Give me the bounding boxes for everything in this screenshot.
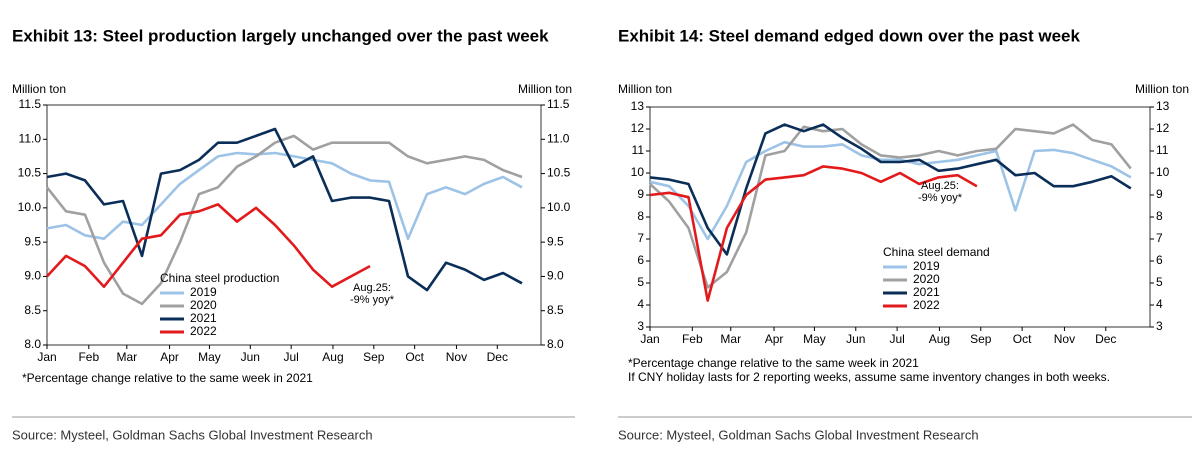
x-tick-label: Jun <box>846 332 865 346</box>
y2-tick-label: 9 <box>1156 187 1163 201</box>
plot-frame <box>46 104 542 346</box>
legend-label: 2021 <box>913 285 940 299</box>
x-tick-label: Jan <box>640 332 659 346</box>
y2-tick-label: 6 <box>1156 253 1163 267</box>
footnote: If CNY holiday lasts for 2 reporting wee… <box>628 370 1110 384</box>
legend-title: China steel demand <box>883 245 990 259</box>
source: Source: Mysteel, Goldman Sachs Global In… <box>12 427 373 442</box>
y2-tick-label: 11.5 <box>547 97 570 111</box>
x-tick-label: Oct <box>405 350 424 364</box>
x-tick-label: Feb <box>78 350 99 364</box>
chart-panel: Exhibit 14: Steel demand edged down over… <box>618 26 1192 442</box>
y-tick-label: 9 <box>637 187 644 201</box>
chart-title: Exhibit 14: Steel demand edged down over… <box>618 26 1080 45</box>
y-tick-label: 11.0 <box>19 131 42 145</box>
y-axis-label: Million ton <box>12 82 66 96</box>
x-tick-label: Jul <box>889 332 904 346</box>
y2-tick-label: 8 <box>1156 209 1163 223</box>
y2-tick-label: 9.5 <box>547 234 564 248</box>
y2-tick-label: 8.5 <box>547 303 564 317</box>
x-tick-label: Aug <box>322 350 343 364</box>
annotation: Aug.25: <box>921 180 959 192</box>
y2-tick-label: 13 <box>1156 99 1170 113</box>
annotation: -9% yoy* <box>350 294 395 306</box>
y-tick-label: 10.0 <box>18 200 42 214</box>
y2-tick-label: 11 <box>1156 143 1169 157</box>
annotation: Aug.25: <box>353 282 391 294</box>
legend-label: 2020 <box>913 272 940 286</box>
y2-axis-label: Million ton <box>518 82 572 96</box>
y2-tick-label: 9.0 <box>547 269 564 283</box>
y2-tick-label: 7 <box>1156 231 1163 245</box>
series-line <box>649 140 1132 241</box>
legend-label: 2019 <box>913 259 940 273</box>
y-tick-label: 13 <box>631 99 645 113</box>
x-tick-label: May <box>803 332 826 346</box>
x-tick-label: Aug <box>929 332 950 346</box>
series-line <box>649 123 1132 289</box>
y-tick-label: 12 <box>631 121 645 135</box>
y2-tick-label: 4 <box>1156 297 1163 311</box>
legend-label: 2021 <box>190 311 217 325</box>
series-line <box>649 123 1132 256</box>
footnote: *Percentage change relative to the same … <box>628 356 919 370</box>
x-tick-label: May <box>198 350 221 364</box>
legend-label: 2022 <box>190 324 217 338</box>
y-tick-label: 7 <box>637 231 644 245</box>
y-tick-label: 9.5 <box>24 234 41 248</box>
y2-tick-label: 10.5 <box>547 166 571 180</box>
y-tick-label: 11 <box>632 143 645 157</box>
y2-tick-label: 12 <box>1156 121 1170 135</box>
y2-tick-label: 10 <box>1156 165 1170 179</box>
y-tick-label: 5 <box>637 275 644 289</box>
y2-tick-label: 3 <box>1156 319 1163 333</box>
x-tick-label: Apr <box>160 350 179 364</box>
series-line <box>46 151 523 240</box>
y-tick-label: 9.0 <box>24 269 41 283</box>
y-tick-label: 6 <box>637 253 644 267</box>
legend-label: 2022 <box>913 298 940 312</box>
y2-tick-label: 8.0 <box>547 337 564 351</box>
y2-tick-label: 10.0 <box>547 200 571 214</box>
y-tick-label: 8 <box>637 209 644 223</box>
y2-axis-label: Million ton <box>1135 82 1189 96</box>
x-tick-label: Jul <box>283 350 298 364</box>
y-tick-label: 3 <box>637 319 644 333</box>
y-tick-label: 10.5 <box>18 166 42 180</box>
x-tick-label: Sep <box>970 332 992 346</box>
x-tick-label: Mar <box>116 350 137 364</box>
y-tick-label: 8.5 <box>24 303 41 317</box>
x-tick-label: Jan <box>37 350 56 364</box>
x-tick-label: Dec <box>1095 332 1116 346</box>
legend-label: 2019 <box>190 285 217 299</box>
annotation: -9% yoy* <box>918 192 963 204</box>
x-tick-label: Apr <box>765 332 784 346</box>
x-tick-label: Sep <box>363 350 385 364</box>
y-axis-label: Million ton <box>618 82 672 96</box>
footnote: *Percentage change relative to the same … <box>22 371 313 385</box>
x-tick-label: Dec <box>487 350 508 364</box>
series-line <box>45 134 523 306</box>
legend-title: China steel production <box>160 271 279 285</box>
series-line <box>649 165 978 302</box>
x-tick-label: Oct <box>1013 332 1032 346</box>
chart-title: Exhibit 13: Steel production largely unc… <box>12 26 549 45</box>
x-tick-label: Nov <box>1054 332 1075 346</box>
y-tick-label: 11.5 <box>19 97 42 111</box>
series-line <box>46 127 523 292</box>
legend-label: 2020 <box>190 298 217 312</box>
series-line <box>46 203 371 288</box>
x-tick-label: Nov <box>446 350 467 364</box>
x-tick-label: Jun <box>241 350 260 364</box>
y-tick-label: 4 <box>637 297 644 311</box>
source: Source: Mysteel, Goldman Sachs Global In… <box>618 427 979 442</box>
x-tick-label: Feb <box>682 332 703 346</box>
y2-tick-label: 11.0 <box>547 131 570 145</box>
y-tick-label: 10 <box>631 165 645 179</box>
y2-tick-label: 5 <box>1156 275 1163 289</box>
x-tick-label: Mar <box>720 332 741 346</box>
chart-panel: Exhibit 13: Steel production largely unc… <box>12 26 575 442</box>
y-tick-label: 8.0 <box>24 337 41 351</box>
